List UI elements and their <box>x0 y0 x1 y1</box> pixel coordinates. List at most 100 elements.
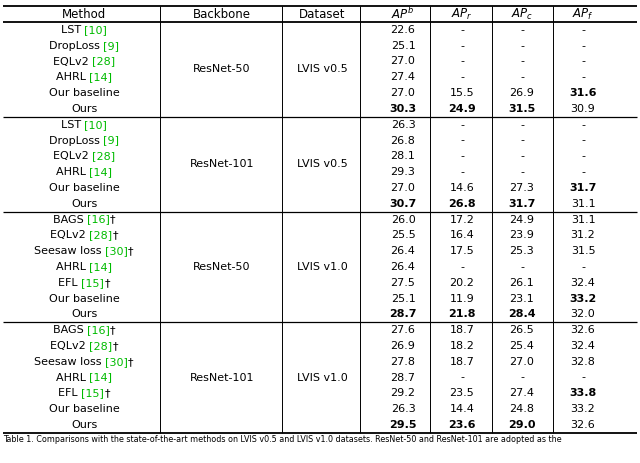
Text: 29.3: 29.3 <box>390 167 415 177</box>
Text: -: - <box>581 373 585 382</box>
Text: 32.0: 32.0 <box>571 309 595 319</box>
Text: -: - <box>520 25 524 35</box>
Text: EQLv2: EQLv2 <box>53 56 92 67</box>
Text: -: - <box>460 120 464 130</box>
Text: ResNet-101: ResNet-101 <box>189 159 254 169</box>
Text: Seesaw loss: Seesaw loss <box>35 357 106 367</box>
Text: Our baseline: Our baseline <box>49 183 120 193</box>
Text: 26.1: 26.1 <box>509 278 534 288</box>
Text: EFL: EFL <box>58 388 81 398</box>
Text: EQLv2: EQLv2 <box>50 230 90 240</box>
Text: -: - <box>581 136 585 145</box>
Text: 31.7: 31.7 <box>570 183 596 193</box>
Text: †: † <box>104 278 109 288</box>
Text: Dataset: Dataset <box>299 7 345 20</box>
Text: 31.5: 31.5 <box>571 246 595 256</box>
Text: 27.0: 27.0 <box>509 357 534 367</box>
Text: 27.0: 27.0 <box>390 183 415 193</box>
Text: AHRL: AHRL <box>56 262 89 272</box>
Text: 33.8: 33.8 <box>570 388 596 398</box>
Text: 23.9: 23.9 <box>509 230 534 240</box>
Text: -: - <box>460 262 464 272</box>
Text: [14]: [14] <box>89 72 112 82</box>
Text: [28]: [28] <box>90 341 113 351</box>
Text: 27.3: 27.3 <box>509 183 534 193</box>
Text: -: - <box>520 72 524 82</box>
Text: -: - <box>520 262 524 272</box>
Text: AHRL: AHRL <box>56 373 89 382</box>
Text: 33.2: 33.2 <box>571 404 595 414</box>
Text: 23.5: 23.5 <box>450 388 474 398</box>
Text: -: - <box>460 167 464 177</box>
Text: 14.4: 14.4 <box>449 404 474 414</box>
Text: 21.8: 21.8 <box>448 309 476 319</box>
Text: 29.5: 29.5 <box>389 420 417 430</box>
Text: 26.9: 26.9 <box>390 341 415 351</box>
Text: 30.3: 30.3 <box>389 104 417 114</box>
Text: 26.4: 26.4 <box>390 246 415 256</box>
Text: 31.5: 31.5 <box>508 104 536 114</box>
Text: †: † <box>128 357 134 367</box>
Text: 26.3: 26.3 <box>390 120 415 130</box>
Text: †: † <box>128 246 134 256</box>
Text: $AP_f$: $AP_f$ <box>572 6 594 22</box>
Text: 26.8: 26.8 <box>448 199 476 209</box>
Text: 25.3: 25.3 <box>509 246 534 256</box>
Text: Our baseline: Our baseline <box>49 404 120 414</box>
Text: -: - <box>460 56 464 67</box>
Text: 18.7: 18.7 <box>449 325 474 335</box>
Text: 11.9: 11.9 <box>450 294 474 304</box>
Text: DropLoss: DropLoss <box>49 136 103 145</box>
Text: 28.4: 28.4 <box>508 309 536 319</box>
Text: 24.9: 24.9 <box>448 104 476 114</box>
Text: -: - <box>520 373 524 382</box>
Text: 27.5: 27.5 <box>390 278 415 288</box>
Text: -: - <box>520 41 524 51</box>
Text: -: - <box>581 167 585 177</box>
Text: 28.7: 28.7 <box>389 309 417 319</box>
Text: [15]: [15] <box>81 278 104 288</box>
Text: Ours: Ours <box>71 199 97 209</box>
Text: 26.9: 26.9 <box>509 88 534 98</box>
Text: Our baseline: Our baseline <box>49 294 120 304</box>
Text: -: - <box>460 41 464 51</box>
Text: LVIS v0.5: LVIS v0.5 <box>296 64 348 75</box>
Text: -: - <box>581 120 585 130</box>
Text: Ours: Ours <box>71 104 97 114</box>
Text: -: - <box>520 120 524 130</box>
Text: 28.7: 28.7 <box>390 373 415 382</box>
Text: 25.5: 25.5 <box>390 230 415 240</box>
Text: 26.0: 26.0 <box>390 214 415 225</box>
Text: -: - <box>581 72 585 82</box>
Text: 32.6: 32.6 <box>571 325 595 335</box>
Text: [28]: [28] <box>90 230 113 240</box>
Text: 30.9: 30.9 <box>571 104 595 114</box>
Text: LVIS v1.0: LVIS v1.0 <box>296 262 348 272</box>
Text: -: - <box>581 25 585 35</box>
Text: Method: Method <box>62 7 106 20</box>
Text: 33.2: 33.2 <box>570 294 596 304</box>
Text: LST: LST <box>61 25 84 35</box>
Text: 18.7: 18.7 <box>449 357 474 367</box>
Text: Seesaw loss: Seesaw loss <box>35 246 106 256</box>
Text: 32.6: 32.6 <box>571 420 595 430</box>
Text: 24.9: 24.9 <box>509 214 534 225</box>
Text: 25.1: 25.1 <box>390 41 415 51</box>
Text: 29.2: 29.2 <box>390 388 415 398</box>
Text: 31.2: 31.2 <box>571 230 595 240</box>
Text: Ours: Ours <box>71 309 97 319</box>
Text: -: - <box>460 136 464 145</box>
Text: 25.1: 25.1 <box>390 294 415 304</box>
Text: 20.2: 20.2 <box>449 278 474 288</box>
Text: 17.2: 17.2 <box>449 214 474 225</box>
Text: [30]: [30] <box>106 357 128 367</box>
Text: -: - <box>460 72 464 82</box>
Text: †: † <box>110 325 115 335</box>
Text: 24.8: 24.8 <box>509 404 534 414</box>
Text: EQLv2: EQLv2 <box>50 341 90 351</box>
Text: 29.0: 29.0 <box>508 420 536 430</box>
Text: 22.6: 22.6 <box>390 25 415 35</box>
Text: [9]: [9] <box>103 136 119 145</box>
Text: -: - <box>460 151 464 161</box>
Text: †: † <box>104 388 109 398</box>
